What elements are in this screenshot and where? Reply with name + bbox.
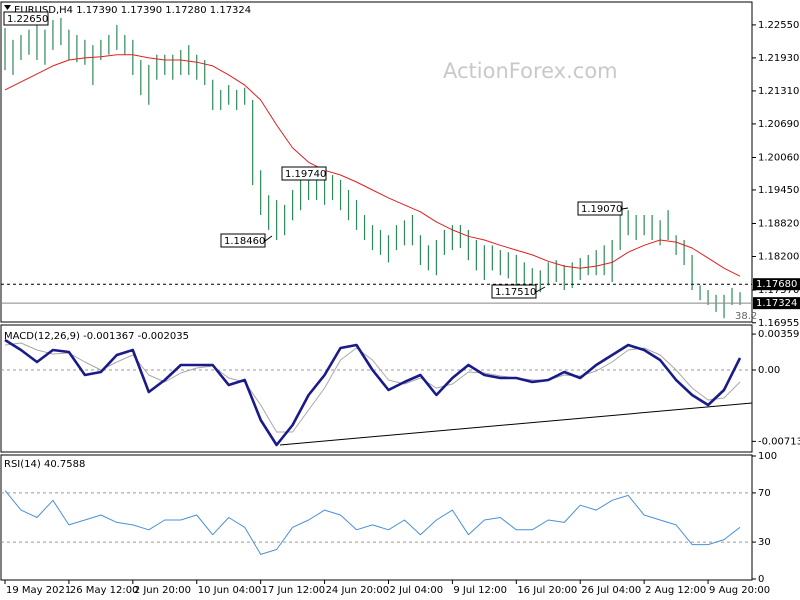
x-tick-label: 16 Jul 20:00: [517, 585, 577, 596]
y-tick-label: 1.19450: [758, 185, 799, 196]
annotation-connector: [264, 235, 273, 242]
annotation-box: [577, 201, 623, 216]
indicator-line: [4, 490, 741, 555]
x-tick-label: 10 Jun 04:00: [198, 585, 262, 596]
marks: [1, 17, 752, 555]
fib-label: 38.2: [735, 311, 757, 322]
y-tick-label: 70: [758, 488, 771, 499]
price-panel-frame: [0, 1, 753, 323]
y-tick-label: 1.16955: [758, 318, 799, 329]
annotation-connector: [621, 207, 629, 210]
y-tick-label: 30: [758, 537, 771, 548]
macd-trendline: [279, 402, 753, 446]
annotation-label: 1.22650: [7, 14, 48, 25]
y-tick-label: 1.20060: [758, 152, 799, 163]
symbol-menu-icon[interactable]: [4, 5, 11, 10]
y-tick-label: 100: [758, 451, 777, 462]
x-tick-label: 9 Aug 20:00: [709, 585, 770, 596]
price-level-box: [753, 297, 800, 310]
price-level-label: 1.17680: [756, 279, 797, 290]
y-tick-label: 1.20690: [758, 119, 799, 130]
x-tick-label: 17 Jun 12:00: [262, 585, 326, 596]
x-tick-label: 19 May 2021: [6, 585, 71, 596]
y-tick-label: 1.17570: [758, 285, 799, 296]
y-tick-label: 1.22550: [758, 20, 799, 31]
annotation-connector: [535, 286, 546, 293]
x-tick-label: 26 May 12:00: [70, 585, 139, 596]
y-tick-label: -0.007137: [758, 436, 800, 447]
annotation-label: 1.18460: [224, 236, 265, 247]
y-tick-label: 1.21310: [758, 86, 799, 97]
x-tick-label: 9 Jul 12:00: [453, 585, 507, 596]
annotation-box: [3, 11, 49, 26]
indicator-line: [4, 338, 742, 447]
y-tick-label: 1.21930: [758, 53, 799, 64]
y-tick-label: 0.00: [758, 365, 780, 376]
symbol-header: EURUSD,H4 1.17390 1.17390 1.17280 1.1732…: [14, 5, 251, 16]
annotation-box: [281, 166, 327, 181]
x-tick-label: 2 Jul 04:00: [389, 585, 443, 596]
x-tick-label: 2 Aug 12:00: [645, 585, 706, 596]
y-tick-label: 0: [758, 574, 764, 585]
price-level-label: 1.17324: [756, 298, 797, 309]
watermark: ActionForex.com: [443, 59, 618, 83]
macd-panel-frame: [0, 324, 753, 453]
moving-average: [4, 54, 741, 277]
y-tick-label: 1.18820: [758, 218, 799, 229]
x-tick-label: 2 Jun 20:00: [134, 585, 191, 596]
annotation-label: 1.19070: [581, 204, 622, 215]
annotation-label: 1.19740: [285, 169, 326, 180]
indicator-line: [4, 342, 741, 433]
price-level-box: [753, 278, 800, 291]
annotation-box: [220, 233, 266, 248]
x-tick-label: 24 Jun 20:00: [326, 585, 390, 596]
annotation-label: 1.17510: [495, 287, 536, 298]
x-tick-label: 26 Jul 04:00: [581, 585, 641, 596]
y-tick-label: 0.003591: [758, 329, 800, 340]
annotation-box: [491, 284, 537, 299]
rsi-label: RSI(14) 40.7588: [4, 459, 85, 470]
macd-label: MACD(12,26,9) -0.001367 -0.002035: [4, 331, 189, 342]
y-tick-label: 1.18200: [758, 252, 799, 263]
